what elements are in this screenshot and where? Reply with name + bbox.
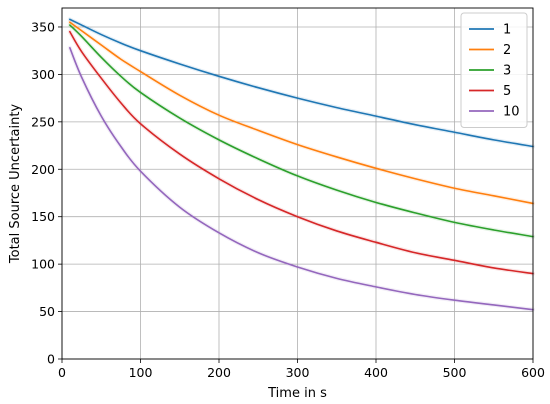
x-tick-label: 0 <box>58 365 66 380</box>
y-tick-label: 50 <box>39 304 55 319</box>
x-tick-label: 500 <box>443 365 467 380</box>
x-tick-label: 400 <box>364 365 388 380</box>
y-tick-label: 300 <box>31 67 55 82</box>
series-line-1 <box>69 18 534 148</box>
x-axis-ticks: 0 100 200 300 400 500 600 <box>58 359 545 380</box>
y-axis-label: Total Source Uncertainty <box>8 104 23 265</box>
legend-label-10: 10 <box>503 105 520 120</box>
y-tick-label: 150 <box>31 209 55 224</box>
x-tick-label: 100 <box>129 365 153 380</box>
x-tick-label: 600 <box>521 365 545 380</box>
series-lines <box>67 17 535 312</box>
legend-label-3: 3 <box>503 64 511 79</box>
legend-label-5: 5 <box>503 84 511 99</box>
legend: 1 2 3 5 10 <box>460 12 528 128</box>
y-axis-ticks: 0 50 100 150 200 250 300 350 <box>31 19 62 367</box>
series-line-5 <box>69 30 534 275</box>
x-tick-label: 200 <box>207 365 231 380</box>
series-line-10 <box>69 47 534 311</box>
x-axis-label: Time in s <box>267 386 327 401</box>
y-tick-label: 0 <box>47 352 55 367</box>
x-tick-label: 300 <box>286 365 310 380</box>
legend-label-1: 1 <box>503 23 511 38</box>
y-tick-label: 250 <box>31 114 55 129</box>
series-line-3 <box>69 24 534 238</box>
series-line-2 <box>69 21 534 205</box>
legend-label-2: 2 <box>503 43 511 58</box>
y-tick-label: 350 <box>31 19 55 34</box>
y-tick-label: 100 <box>31 257 55 272</box>
y-tick-label: 200 <box>31 162 55 177</box>
